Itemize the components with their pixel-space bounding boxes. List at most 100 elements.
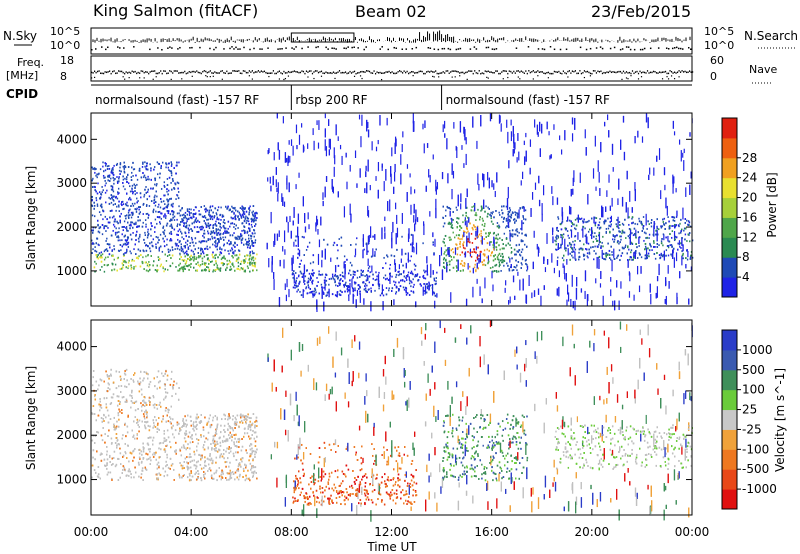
freq-sample bbox=[247, 71, 249, 74]
range-cell bbox=[644, 254, 646, 257]
range-cell bbox=[460, 203, 462, 210]
nave-sample bbox=[284, 77, 287, 80]
range-cell bbox=[186, 213, 189, 216]
range-cell bbox=[442, 124, 444, 133]
range-cell bbox=[150, 241, 153, 244]
range-cell bbox=[152, 211, 155, 214]
range-cell bbox=[302, 289, 304, 299]
range-cell bbox=[103, 270, 106, 273]
range-cell bbox=[106, 225, 108, 228]
range-cell bbox=[145, 255, 147, 258]
range-cell bbox=[449, 239, 451, 242]
range-cell bbox=[277, 182, 279, 194]
range-cell bbox=[572, 256, 574, 259]
range-cell bbox=[337, 191, 339, 198]
range-cell bbox=[467, 263, 469, 270]
freq-sample bbox=[212, 72, 214, 74]
range-cell bbox=[422, 274, 425, 277]
nsearch-sample bbox=[325, 46, 327, 49]
freq-sample bbox=[609, 70, 611, 73]
freq-sample bbox=[549, 72, 551, 75]
range-cell bbox=[200, 247, 202, 250]
nsearch-sample bbox=[235, 46, 237, 49]
freq-sample bbox=[690, 71, 692, 73]
freq-sample bbox=[172, 72, 174, 74]
range-cell bbox=[518, 231, 520, 234]
range-cell bbox=[509, 209, 512, 211]
range-cell bbox=[629, 190, 631, 202]
range-cell bbox=[213, 216, 215, 219]
freq-sample bbox=[386, 71, 389, 73]
range-cell bbox=[114, 233, 117, 236]
range-cell bbox=[169, 198, 171, 200]
range-cell bbox=[553, 267, 555, 274]
range-cell bbox=[400, 279, 402, 282]
range-cell bbox=[618, 227, 620, 230]
nave-sample bbox=[209, 76, 211, 78]
range-cell bbox=[94, 246, 96, 249]
freq-sample bbox=[664, 70, 667, 73]
range-cell bbox=[275, 179, 277, 188]
range-cell bbox=[168, 254, 171, 256]
range-cell bbox=[282, 246, 284, 252]
range-cell bbox=[443, 265, 445, 268]
range-cell bbox=[202, 251, 204, 254]
range-cell bbox=[556, 234, 558, 237]
range-cell bbox=[349, 261, 352, 264]
nsearch-sample bbox=[677, 47, 680, 50]
range-cell bbox=[231, 217, 234, 220]
range-cell bbox=[144, 165, 146, 168]
range-cell bbox=[203, 232, 206, 235]
freq-sample bbox=[591, 72, 593, 75]
freq-sample bbox=[269, 72, 271, 74]
range-cell bbox=[630, 256, 632, 259]
nave-sample bbox=[212, 75, 214, 77]
range-cell bbox=[509, 244, 511, 246]
freq-sample bbox=[112, 70, 114, 73]
range-cell bbox=[687, 224, 690, 227]
freq-sample bbox=[217, 72, 219, 74]
freq-sample bbox=[170, 70, 172, 73]
range-cell bbox=[503, 247, 505, 250]
range-cell bbox=[624, 244, 627, 247]
range-cell bbox=[245, 254, 248, 257]
range-cell bbox=[235, 236, 237, 239]
freq-sample bbox=[574, 70, 577, 72]
range-cell bbox=[138, 208, 140, 211]
range-cell bbox=[496, 225, 499, 228]
range-cell bbox=[102, 218, 104, 221]
range-cell bbox=[620, 139, 622, 150]
range-cell bbox=[133, 248, 135, 251]
nsearch-sample bbox=[689, 48, 692, 50]
range-cell bbox=[146, 264, 149, 267]
range-cell bbox=[286, 278, 288, 288]
range-cell bbox=[411, 272, 414, 275]
freq-sample bbox=[235, 70, 237, 72]
nave-sample bbox=[320, 75, 323, 77]
range-cell bbox=[178, 269, 181, 272]
range-cell bbox=[633, 252, 635, 258]
freq-sample bbox=[682, 71, 685, 73]
range-cell bbox=[625, 237, 627, 239]
range-cell bbox=[673, 257, 675, 268]
freq-sample bbox=[202, 70, 204, 73]
freq-sample bbox=[353, 70, 356, 73]
range-cell bbox=[243, 213, 246, 216]
range-cell bbox=[110, 169, 113, 172]
range-cell bbox=[574, 218, 577, 221]
nsearch-sample bbox=[117, 46, 119, 48]
range-cell bbox=[364, 287, 367, 290]
range-cell bbox=[92, 177, 94, 180]
freq-sample bbox=[109, 70, 111, 72]
nsearch-sample bbox=[687, 46, 690, 49]
range-cell bbox=[494, 190, 496, 198]
range-cell bbox=[318, 239, 321, 248]
range-cell bbox=[410, 280, 412, 283]
range-cell bbox=[505, 226, 507, 229]
range-cell bbox=[146, 178, 148, 181]
range-cell bbox=[434, 300, 436, 309]
range-cell bbox=[457, 259, 459, 271]
range-cell bbox=[198, 213, 201, 216]
range-cell bbox=[372, 248, 374, 257]
range-cell bbox=[93, 207, 95, 210]
